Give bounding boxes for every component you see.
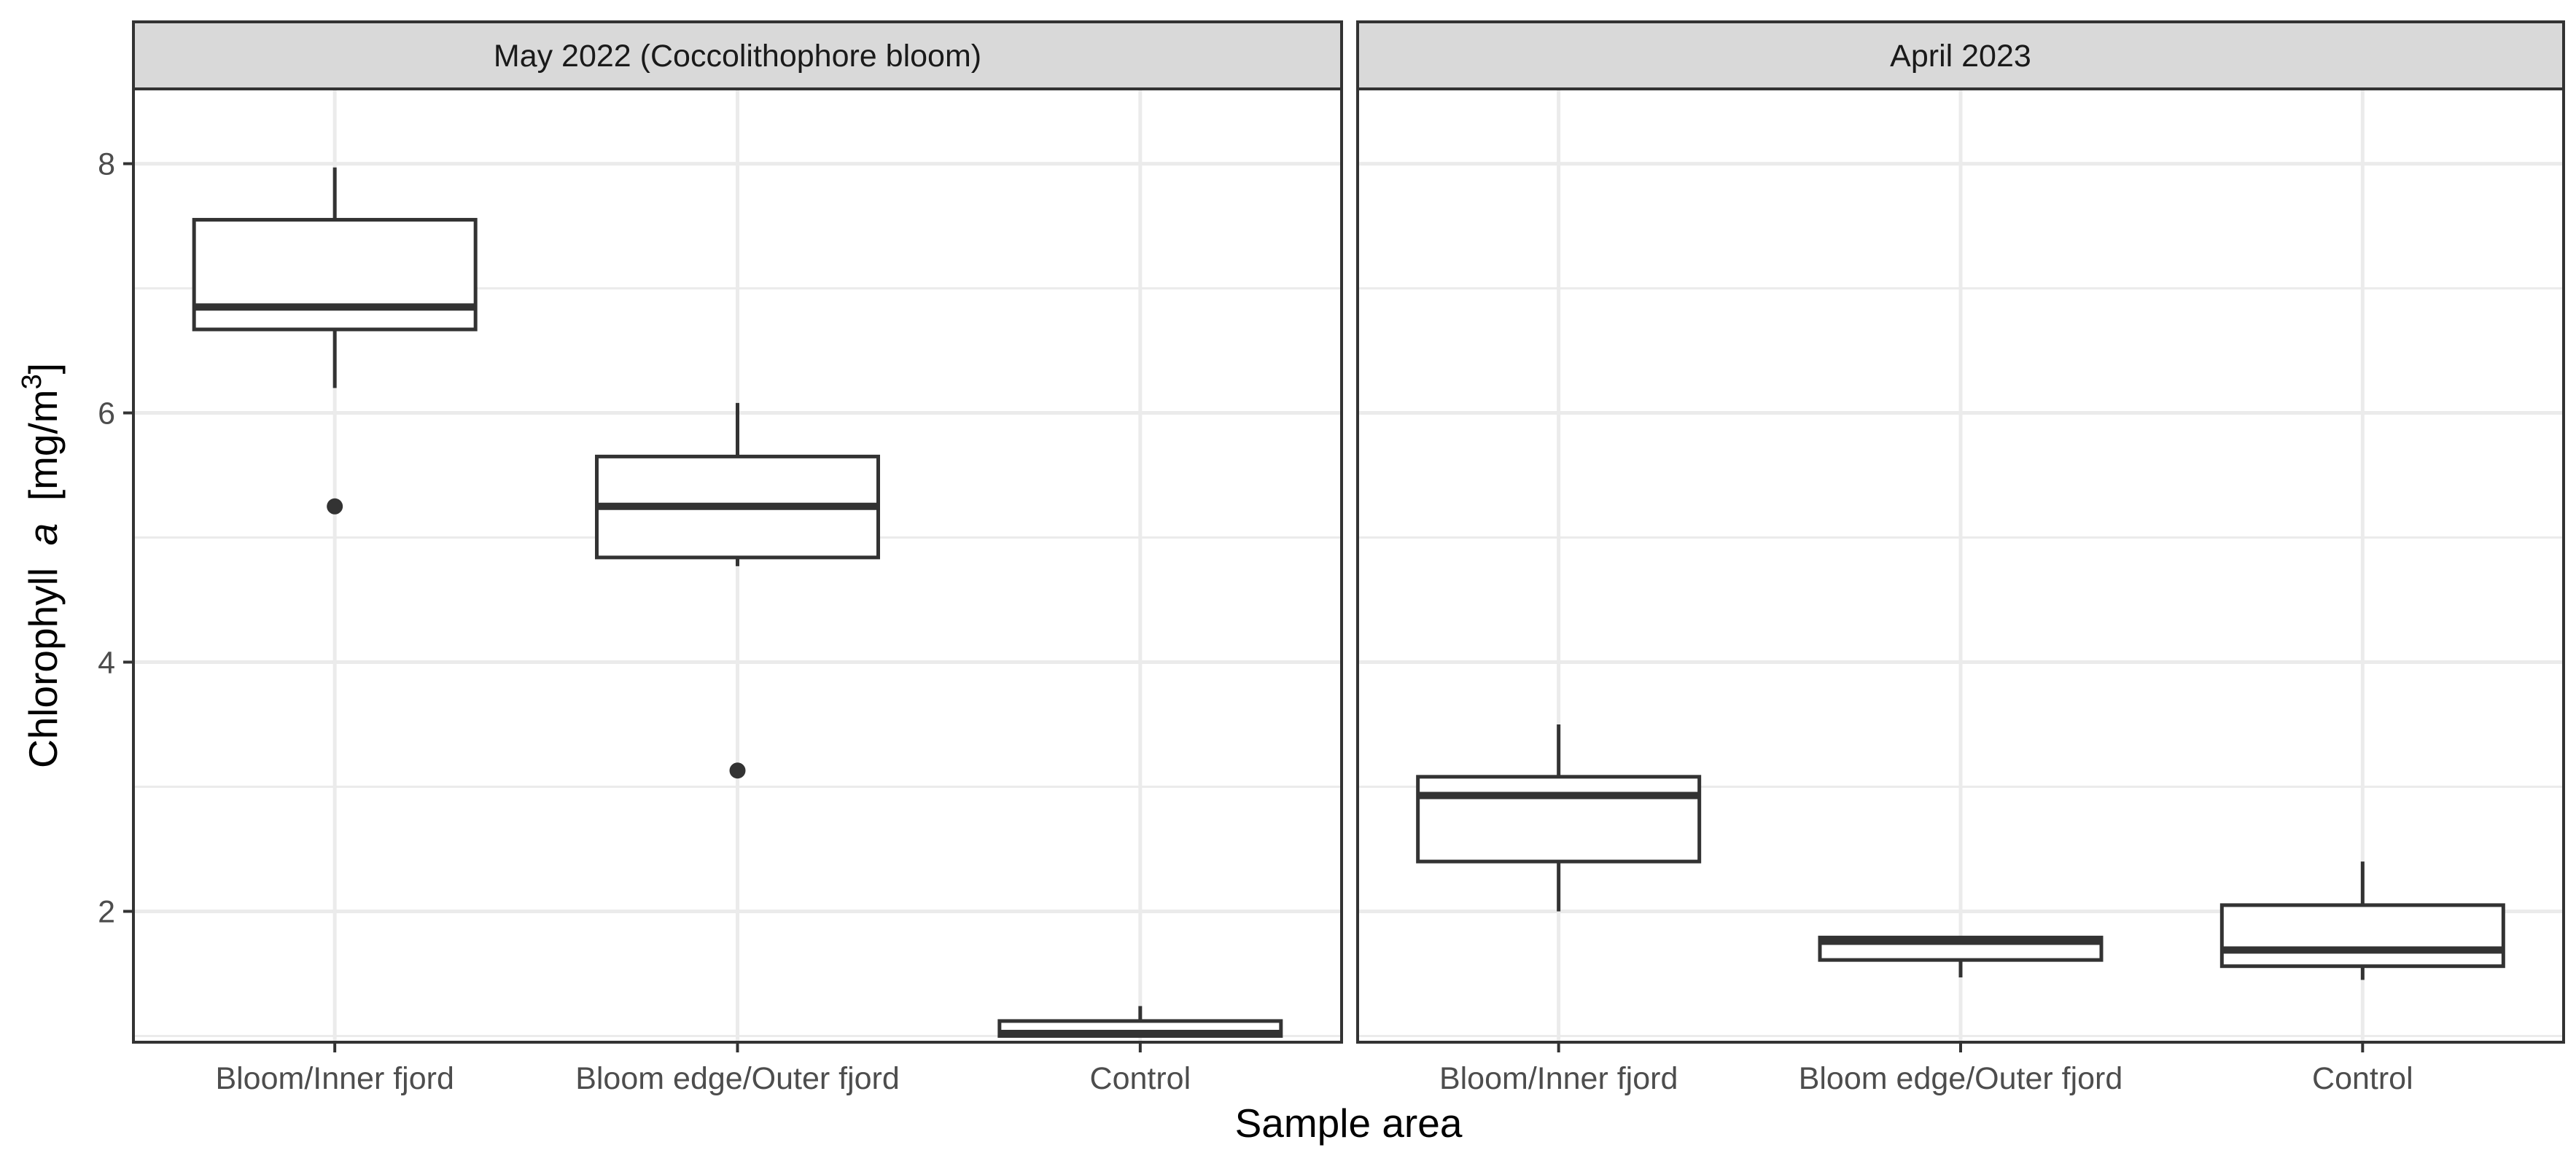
box-iqr — [1416, 775, 1702, 864]
y-tick-label: 6 — [98, 396, 115, 431]
y-title-superscript: 3 — [17, 374, 47, 389]
y-title-unit: [mg/m — [20, 389, 66, 523]
frame-layer — [123, 20, 2565, 1052]
y-tick-label: 4 — [98, 646, 115, 681]
box-0-2 — [997, 1006, 1283, 1038]
facet-title: April 2023 — [1890, 39, 2031, 74]
x-tick-label: Bloom/Inner fjord — [1439, 1061, 1678, 1096]
outlier-point — [729, 762, 746, 779]
y-title-prefix: Chlorophyll — [20, 545, 66, 768]
box-iqr — [192, 218, 478, 332]
facet-title: May 2022 (Coccolithophore bloom) — [494, 39, 981, 74]
facet-strip — [132, 20, 1343, 90]
y-title-close: ] — [20, 363, 66, 374]
x-tick-label: Bloom edge/Outer fjord — [1799, 1061, 2123, 1096]
grid-layer — [133, 89, 2564, 1042]
box-layer — [192, 167, 2505, 1038]
box-1-2 — [2219, 861, 2505, 980]
x-axis-title: Sample area — [1235, 1101, 1463, 1146]
y-axis-title: Chlorophyll a [mg/m3] — [17, 363, 66, 768]
box-iqr — [2219, 903, 2505, 969]
y-tick-label: 2 — [98, 894, 115, 929]
y-tick-label: 8 — [98, 147, 115, 182]
x-tick-label: Bloom/Inner fjord — [215, 1061, 454, 1096]
box-0-1 — [595, 402, 880, 779]
box-1-1 — [1818, 935, 2104, 978]
y-title-italic: a — [20, 523, 66, 546]
outlier-point — [327, 498, 343, 515]
box-0-0 — [192, 167, 478, 515]
facet-strip — [1356, 20, 2565, 90]
box-1-0 — [1416, 724, 1702, 912]
text-layer: May 2022 (Coccolithophore bloom) Bloom/In… — [17, 39, 2413, 1146]
x-tick-label: Control — [2312, 1061, 2413, 1096]
x-tick-label: Control — [1090, 1061, 1191, 1096]
x-tick-label: Bloom edge/Outer fjord — [575, 1061, 900, 1096]
